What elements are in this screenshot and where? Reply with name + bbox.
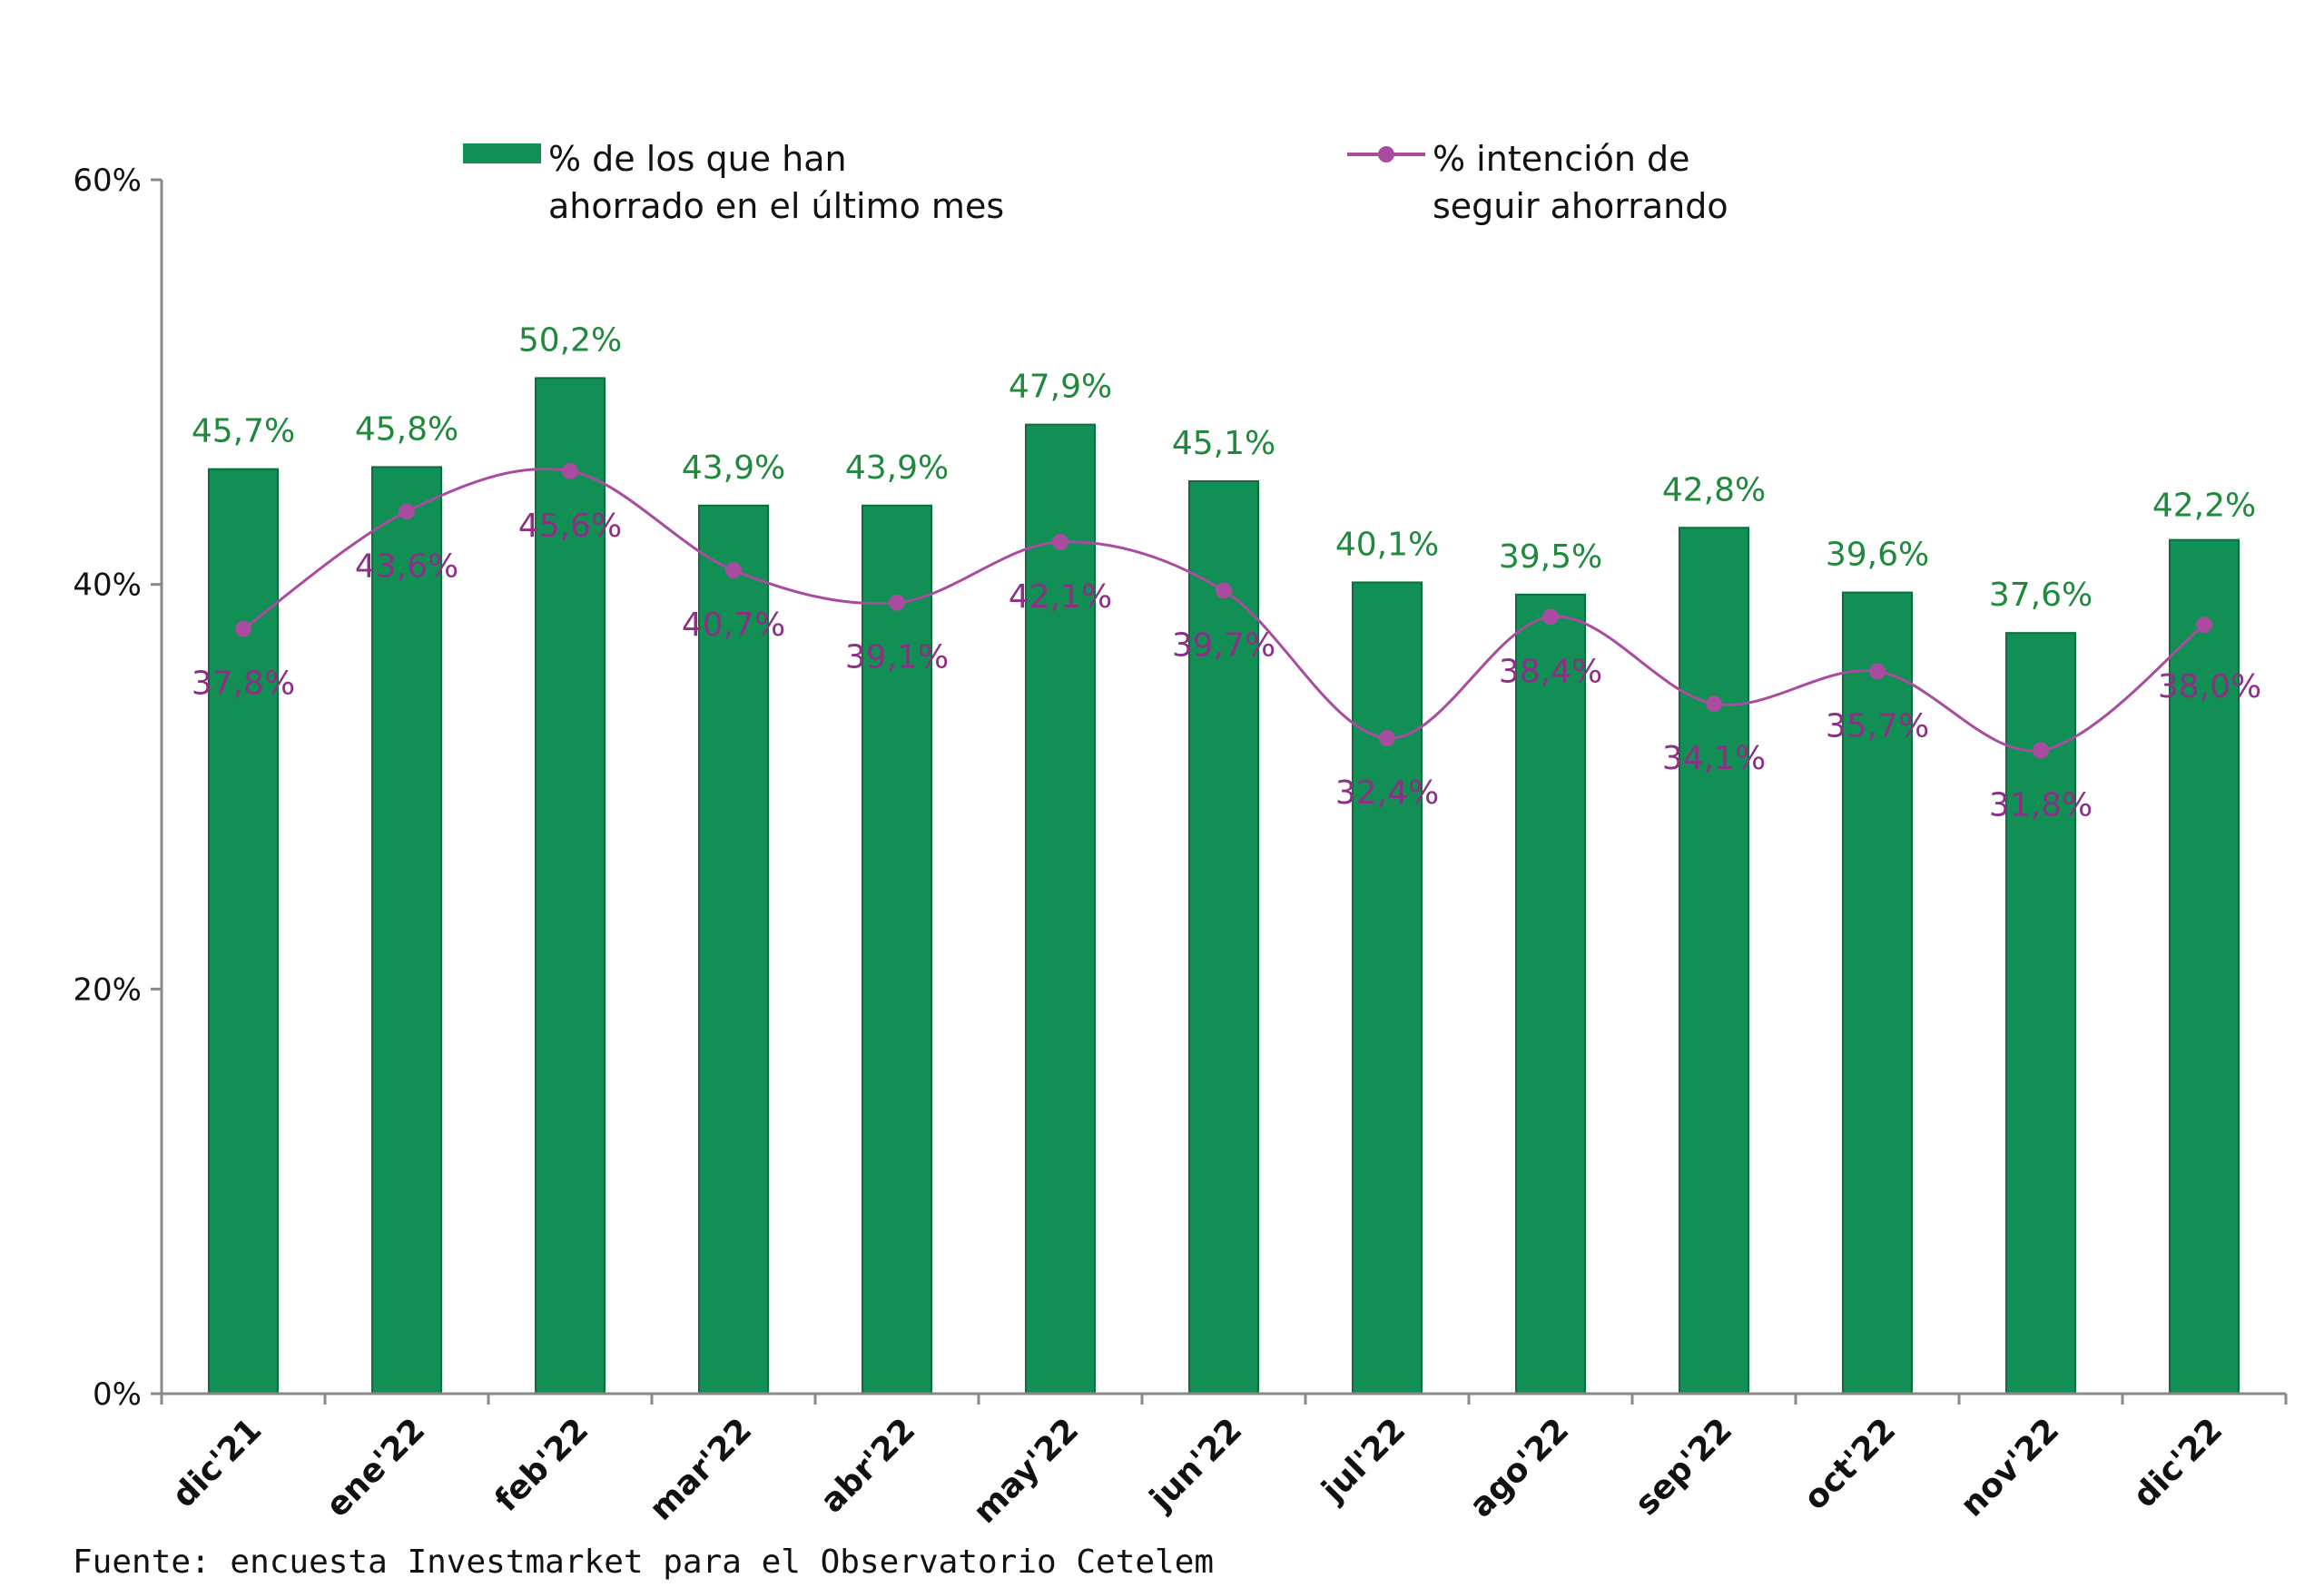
x-tick-label: mar'22 (643, 1411, 759, 1527)
bar (1842, 591, 1913, 1395)
bar-data-label: 43,9% (845, 449, 949, 487)
line-point (889, 594, 905, 611)
line-point (562, 462, 578, 479)
y-tick-label: 40% (73, 567, 142, 604)
line-data-label: 31,8% (1989, 786, 2093, 824)
bar-data-label: 43,9% (682, 449, 785, 487)
x-tick-label: feb'22 (488, 1411, 596, 1519)
line-data-label: 39,7% (1172, 626, 1275, 664)
x-tick-label: oct'22 (1797, 1411, 1903, 1517)
x-tick-label: nov'22 (1954, 1411, 2066, 1524)
x-tick-label: sep'22 (1629, 1411, 1740, 1523)
bar-data-label: 40,1% (1335, 526, 1439, 563)
x-tick-label: abr'22 (813, 1411, 922, 1520)
x-axis: dic'21 ene'22 feb'22 mar'22 abr'22 may'22 jun'… (160, 1392, 2288, 1531)
bar (535, 377, 606, 1395)
bar (1679, 527, 1749, 1395)
x-tick-label: jul'22 (1314, 1411, 1413, 1510)
line-data-label: 39,1% (845, 639, 949, 676)
line-point (1869, 663, 1886, 680)
line-data-label: 42,1% (1009, 578, 1112, 616)
line-point (1379, 730, 1395, 747)
line-point (2033, 742, 2049, 759)
y-tick-label: 60% (73, 163, 142, 199)
legend-line-marker (1378, 146, 1394, 163)
bar (2169, 538, 2240, 1395)
line-data-label: 32,4% (1335, 774, 1439, 812)
bar-data-label: 47,9% (1009, 369, 1112, 406)
line-point (1706, 695, 1722, 713)
bar-data-label: 37,6% (1989, 577, 2093, 614)
bar-data-label: 39,5% (1499, 538, 1602, 576)
bar-data-label: 45,7% (192, 413, 295, 450)
x-tick-label: ago'22 (1462, 1411, 1576, 1524)
y-tick-label: 0% (93, 1376, 142, 1413)
line-data-label: 45,6% (518, 508, 622, 545)
bars-series: 45,7% 45,8% 50,2% 43,9% 43,9% 47,9% 45,1% 40,1%… (192, 321, 2256, 1396)
bar-data-label: 45,1% (1172, 425, 1275, 462)
source-note: Fuente: encuesta Investmarket para el Ob… (73, 1544, 1215, 1581)
x-tick-label: ene'22 (319, 1411, 432, 1524)
bar-data-label: 39,6% (1826, 537, 1929, 574)
x-tick-label: dic'21 (165, 1411, 269, 1514)
bar-data-label: 42,2% (2152, 488, 2256, 525)
legend-bar-label-line-2: ahorrado en el último mes (548, 186, 1004, 226)
bar-data-label: 45,8% (355, 410, 458, 448)
line-data-label: 40,7% (682, 607, 785, 644)
bar (2005, 632, 2076, 1395)
line-data-label: 35,7% (1826, 707, 1929, 745)
x-tick-label: dic'22 (2126, 1411, 2230, 1514)
legend-line-label-line-2: seguir ahorrando (1433, 186, 1728, 226)
bar (1515, 593, 1586, 1395)
legend: % de los que han ahorrado en el último m… (463, 139, 1728, 226)
line-data-label: 38,4% (1499, 653, 1602, 690)
x-tick-label: may'22 (967, 1411, 1087, 1531)
line-data-label: 34,1% (1662, 740, 1766, 777)
bar-data-label: 42,8% (1662, 471, 1766, 508)
line-point (2196, 616, 2212, 634)
line-point (1052, 533, 1068, 550)
bar (1188, 480, 1259, 1395)
line-data-label: 43,6% (355, 547, 458, 585)
bar (208, 468, 279, 1395)
x-tick-label: jun'22 (1142, 1411, 1250, 1519)
line-point (725, 562, 742, 579)
legend-bar-label-line-1: % de los que han (548, 139, 847, 179)
y-tick-label: 20% (73, 972, 142, 1008)
line-point (1216, 582, 1232, 599)
bar (1352, 581, 1423, 1395)
y-axis: 0% 20% 40% 60% (73, 163, 163, 1413)
bar-data-label: 50,2% (518, 321, 622, 359)
legend-bar-swatch (463, 143, 541, 163)
line-series: 37,8% 43,6% 45,6% 40,7% 39,1% 42,1% 39,7% 32,4%… (192, 462, 2261, 824)
bar (371, 466, 442, 1395)
line-point (235, 620, 251, 637)
line-data-label: 37,8% (192, 666, 295, 703)
bar (862, 504, 932, 1395)
line-point (399, 503, 415, 520)
bar (1025, 423, 1096, 1396)
legend-line-label-line-1: % intención de (1433, 139, 1690, 179)
line-data-label: 38,0% (2158, 668, 2261, 705)
line-point (1542, 608, 1559, 626)
